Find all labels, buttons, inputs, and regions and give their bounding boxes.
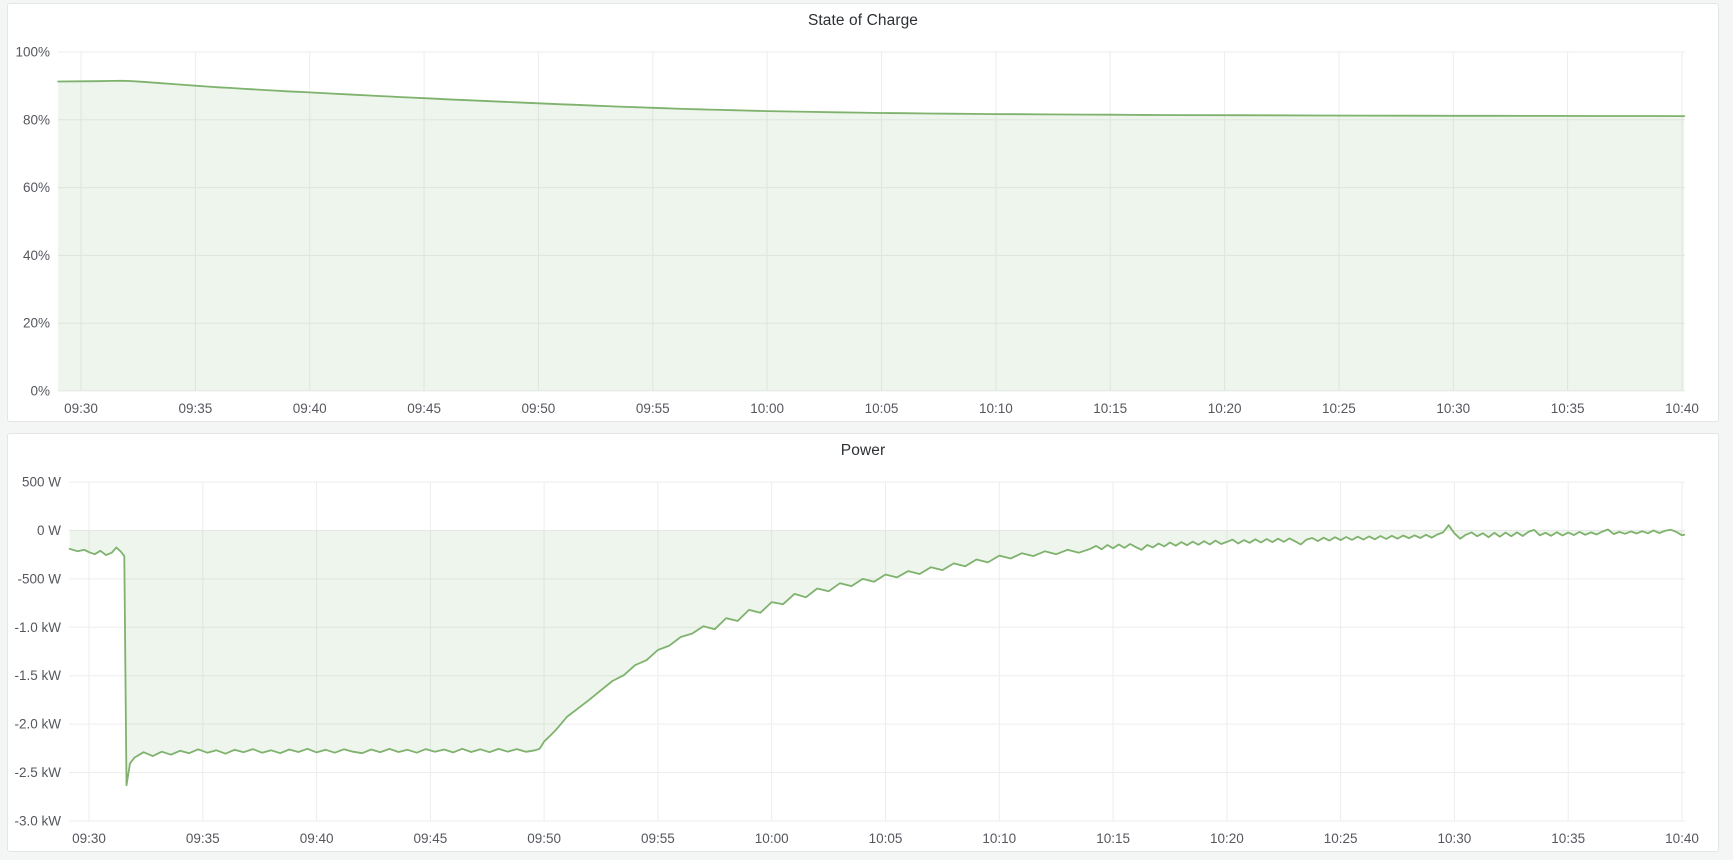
x-axis-tick-label: 10:40	[1665, 401, 1699, 416]
x-axis-tick-label: 09:45	[414, 831, 448, 846]
state-of-charge-panel: State of Charge 100% 80% 60% 40% 20% 0% 09:30 0…	[7, 3, 1719, 422]
x-axis-tick-label: 10:05	[869, 831, 903, 846]
x-axis-tick-label: 09:40	[293, 401, 327, 416]
y-axis-tick-label: 0 W	[37, 523, 61, 538]
x-axis-tick-label: 10:10	[982, 831, 1016, 846]
x-axis-tick-label: 09:35	[186, 831, 220, 846]
y-axis-tick-label: 0%	[30, 384, 50, 399]
x-axis-tick-label: 10:25	[1324, 831, 1358, 846]
y-axis-tick-label: -2.5 kW	[14, 765, 61, 780]
x-axis-tick-label: 09:55	[641, 831, 675, 846]
series-line	[68, 524, 1686, 787]
x-axis-tick-label: 10:15	[1093, 401, 1127, 416]
power-chart-plot[interactable]: 500 W 0 W -500 W -1.0 kW -1.5 kW -2.0 kW -2.5 …	[8, 434, 1718, 851]
state-of-charge-panel-title[interactable]: State of Charge	[807, 12, 919, 29]
x-axis-tick-label: 10:30	[1436, 401, 1470, 416]
x-axis-tick-label: 09:30	[72, 831, 106, 846]
x-axis-tick-label: 09:45	[407, 401, 441, 416]
y-axis-tick-label: 40%	[23, 248, 50, 263]
x-axis-tick-label: 10:20	[1208, 401, 1242, 416]
y-axis-tick-label: 60%	[23, 180, 50, 195]
x-axis-tick-label: 09:50	[522, 401, 556, 416]
series-line	[57, 79, 1686, 117]
x-axis-tick-label: 10:30	[1438, 831, 1472, 846]
x-axis-tick-label: 10:20	[1210, 831, 1244, 846]
y-axis-tick-label: -3.0 kW	[14, 814, 61, 829]
x-axis-tick-label: 09:40	[300, 831, 334, 846]
x-axis-tick-label: 10:40	[1665, 831, 1699, 846]
y-axis-tick-label: -2.0 kW	[14, 717, 61, 732]
y-axis-tick-label: 20%	[23, 316, 50, 331]
x-axis-tick-label: 10:35	[1551, 401, 1585, 416]
series-area	[69, 525, 1685, 786]
x-axis-tick-label: 09:35	[179, 401, 213, 416]
x-axis-tick-label: 09:55	[636, 401, 670, 416]
power-panel: Power 500 W 0 W -500 W -1.0 kW -1.5 kW -2.0 k…	[7, 433, 1719, 852]
x-axis-tick-label: 10:00	[750, 401, 784, 416]
x-axis-tick-label: 10:25	[1322, 401, 1356, 416]
series-area	[58, 80, 1685, 392]
state-of-charge-chart-plot[interactable]: 100% 80% 60% 40% 20% 0% 09:30 09:35 09:40 09:45 09…	[8, 4, 1718, 421]
y-axis-tick-label: 500 W	[22, 475, 61, 490]
y-axis-tick-label: -500 W	[17, 571, 61, 586]
x-axis-tick-label: 10:35	[1551, 831, 1585, 846]
y-axis-tick-label: -1.0 kW	[14, 620, 61, 635]
power-panel-title[interactable]: Power	[840, 442, 886, 459]
x-axis-tick-label: 10:15	[1096, 831, 1130, 846]
grid-lines	[58, 51, 1685, 392]
y-axis-tick-label: 100%	[15, 45, 50, 60]
x-axis-tick-label: 09:30	[64, 401, 98, 416]
x-axis-tick-label: 09:50	[527, 831, 561, 846]
x-axis-tick-label: 10:10	[979, 401, 1013, 416]
y-axis-tick-label: 80%	[23, 112, 50, 127]
x-axis-tick-label: 10:05	[865, 401, 899, 416]
y-axis-tick-label: -1.5 kW	[14, 668, 61, 683]
x-axis-tick-label: 10:00	[755, 831, 789, 846]
